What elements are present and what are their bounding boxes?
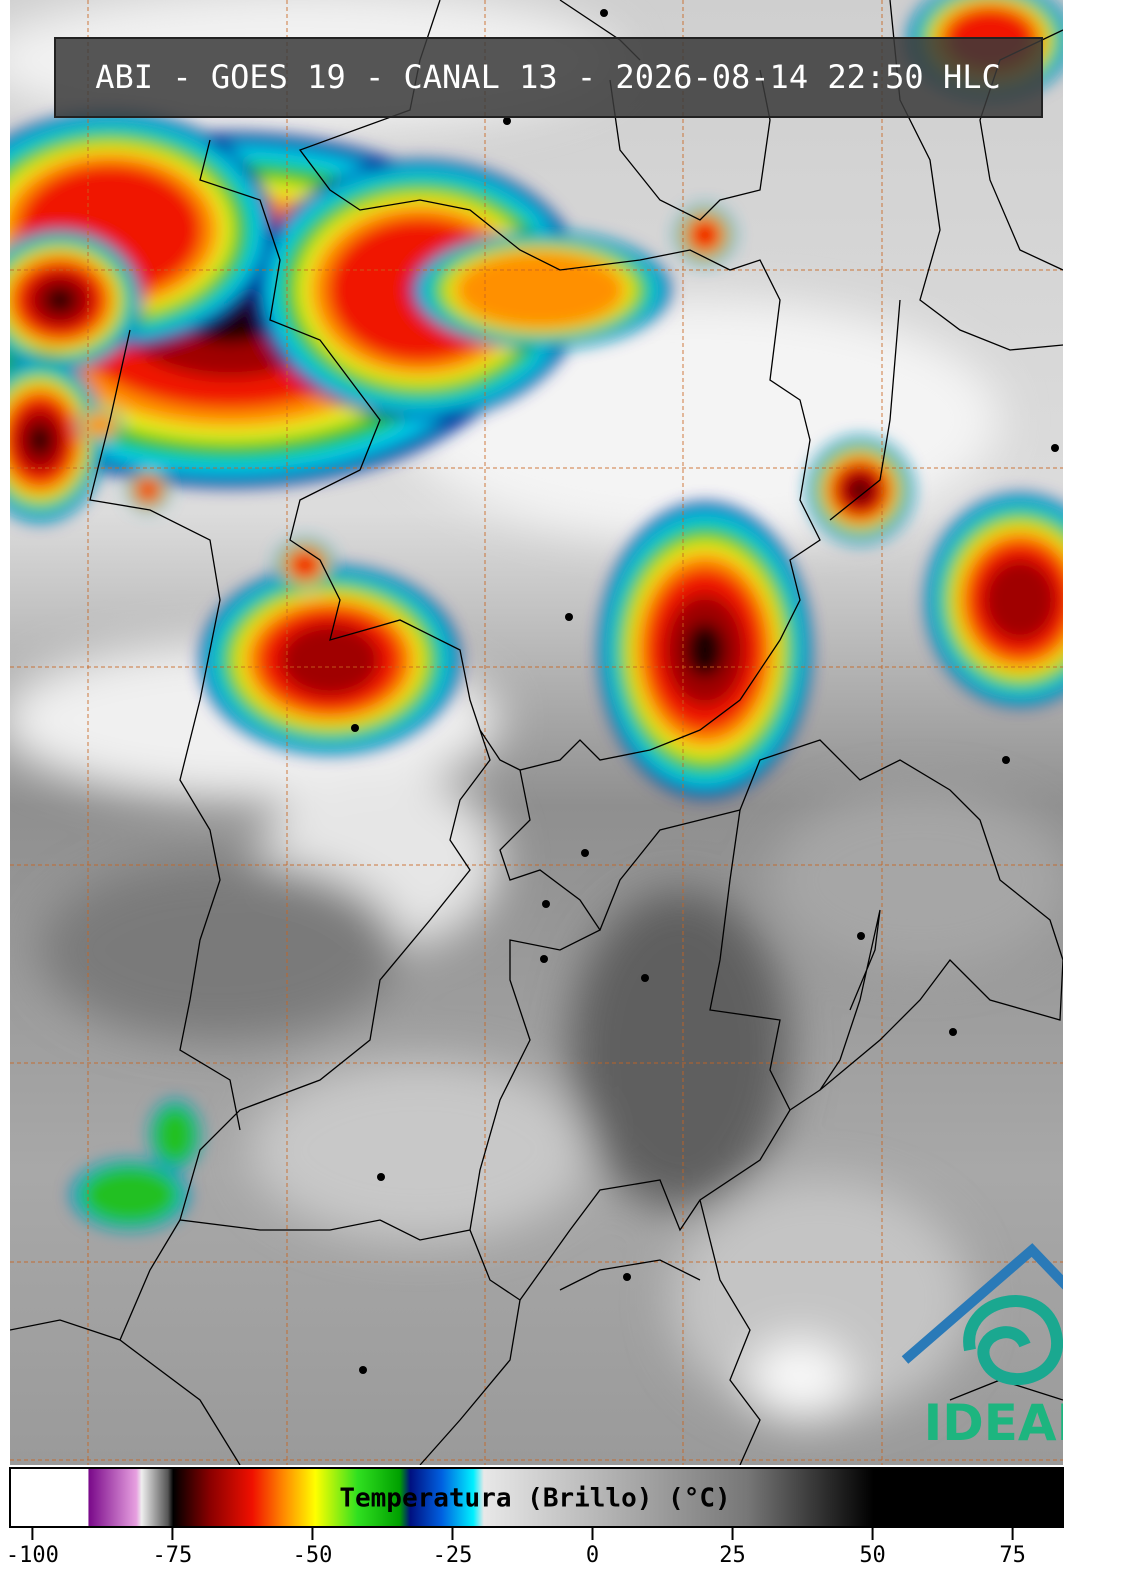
storm-ring xyxy=(850,480,870,500)
storm-ring xyxy=(80,1165,180,1225)
colorbar-tick-label: -75 xyxy=(153,1543,193,1568)
storm-ring xyxy=(454,251,626,329)
colorbar-label: Temperatura (Brillo) (°C) xyxy=(339,1484,730,1514)
storm-ring xyxy=(288,550,322,580)
storm-ring xyxy=(688,218,722,252)
colorbar-tick-label: 25 xyxy=(719,1543,746,1568)
title: ABI - GOES 19 - CANAL 13 - 2026-08-14 22… xyxy=(95,58,1000,96)
city-markers xyxy=(351,9,1059,1374)
storm-ring xyxy=(27,424,53,456)
graticule xyxy=(10,0,1063,1465)
colorbar: Temperatura (Brillo) (°C) -100 -75 -50 -25 0… xyxy=(6,1467,1064,1568)
storm-ring xyxy=(685,622,725,678)
storm-ring xyxy=(136,478,160,502)
colorbar-tick-label: 75 xyxy=(999,1543,1026,1568)
colorbar-tick-label: 0 xyxy=(586,1543,599,1568)
colorbar-gradient xyxy=(9,1467,1064,1528)
ideam-logo-mark xyxy=(901,1243,1063,1386)
colorbar-tick-label: 50 xyxy=(859,1543,886,1568)
storm-ring xyxy=(44,286,76,314)
storm-ring xyxy=(984,559,1056,641)
map: IDEAM xyxy=(10,0,1107,1465)
convective-clouds xyxy=(10,0,1063,1231)
storm-ring xyxy=(153,1105,197,1165)
logo-text: IDEAM xyxy=(924,1394,1107,1452)
colorbar-tick-label: -50 xyxy=(293,1543,333,1568)
title-box xyxy=(54,37,1043,118)
colorbar-tick-label: -25 xyxy=(433,1543,473,1568)
storm-ring xyxy=(280,624,380,696)
colorbar-tick-label: -100 xyxy=(6,1543,59,1568)
